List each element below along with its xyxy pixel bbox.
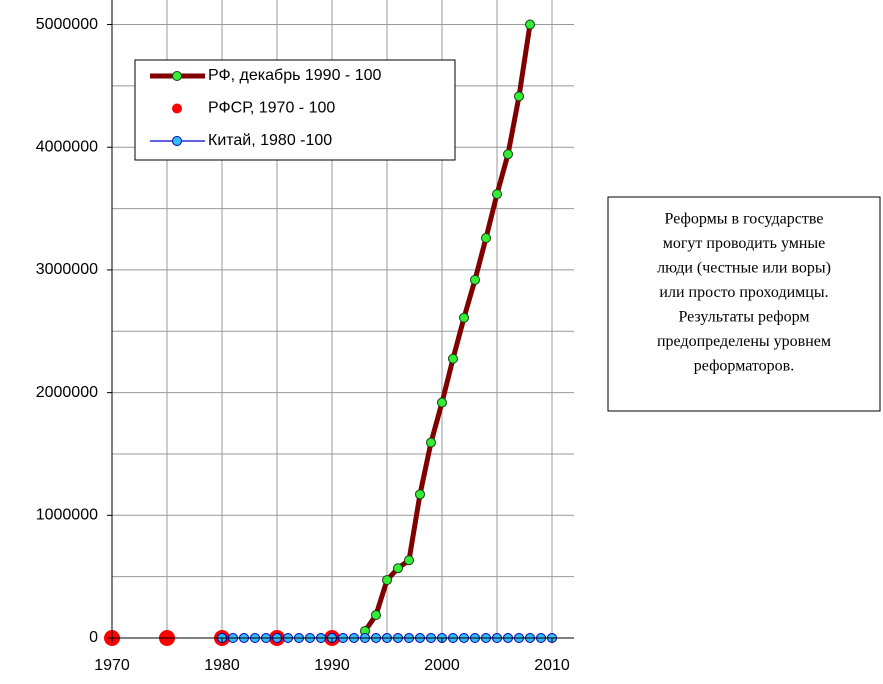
annotation-line: Реформы в государстве	[665, 211, 824, 228]
y-tick-label: 5000000	[36, 16, 98, 33]
x-tick-label: 1970	[94, 657, 130, 674]
data-point	[426, 437, 436, 448]
x-tick-label: 2000	[424, 657, 460, 674]
data-point	[459, 312, 469, 323]
y-tick-label: 2000000	[36, 384, 98, 401]
annotation-line: предопределены уровнем	[657, 333, 831, 350]
data-point	[371, 610, 381, 621]
legend-marker	[172, 71, 182, 81]
data-point	[437, 397, 447, 408]
data-point	[470, 274, 480, 285]
annotation-line: или просто проходимцы.	[659, 284, 828, 301]
axes: 0 1000000 2000000 3000000 4000000 5000000 1970…	[36, 0, 574, 674]
annotation-line: могут проводить умные	[663, 235, 826, 252]
legend-label: Китай, 1980 -100	[208, 132, 332, 149]
y-tick-label: 4000000	[36, 138, 98, 155]
data-point	[415, 489, 425, 500]
data-point	[492, 189, 502, 200]
x-tick-label: 1990	[314, 657, 350, 674]
annotation-box	[607, 196, 881, 412]
x-tick-label: 1980	[204, 657, 240, 674]
data-point	[514, 91, 524, 102]
y-tick-label: 3000000	[36, 261, 98, 278]
data-point	[448, 353, 458, 364]
series-line	[362, 24, 533, 633]
x-tick-label: 2010	[534, 657, 570, 674]
data-point	[481, 233, 491, 244]
annotation-line: Результаты реформ	[678, 309, 809, 326]
legend-marker	[172, 136, 182, 146]
data-point	[404, 555, 414, 566]
legend: РФ, декабрь 1990 - 100 РФСР, 1970 - 100 Ки…	[134, 59, 456, 161]
data-point	[525, 19, 535, 30]
legend-marker	[172, 103, 182, 114]
legend-label: РФСР, 1970 - 100	[208, 100, 335, 117]
y-tick-label: 0	[89, 629, 98, 646]
y-tick-label: 1000000	[36, 507, 98, 524]
data-point	[382, 575, 392, 586]
annotation-line: реформаторов.	[694, 358, 794, 375]
data-point	[393, 563, 403, 574]
data-point	[503, 149, 513, 160]
annotation-line: люди (честные или воры)	[657, 260, 831, 277]
legend-label: РФ, декабрь 1990 - 100	[208, 67, 381, 84]
